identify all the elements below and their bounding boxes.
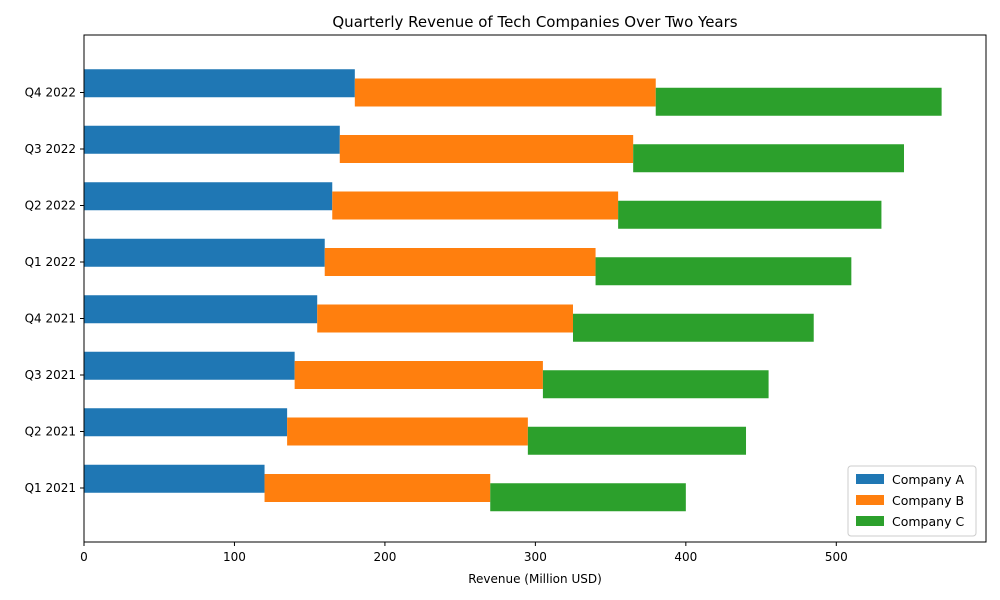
chart-title: Quarterly Revenue of Tech Companies Over… (332, 13, 737, 31)
bar-company-c-q3-2022 (633, 144, 904, 173)
bar-company-c-q4-2021 (572, 313, 814, 342)
bars (84, 69, 942, 512)
bar-company-b-q3-2022 (339, 135, 634, 163)
y-tick-label: Q3 2021 (25, 368, 76, 382)
y-axis: Q1 2021 Q2 2021 Q3 2021 Q4 2021 Q1 2022 Q2 20… (25, 86, 84, 495)
bar-company-b-q2-2021 (287, 417, 528, 446)
legend-label: Company B (892, 493, 964, 508)
y-tick-label: Q1 2022 (25, 255, 76, 269)
bar-company-c-q1-2021 (490, 483, 686, 512)
bar-company-c-q3-2021 (542, 370, 769, 399)
bar-company-a-q3-2022 (84, 125, 340, 154)
x-axis: 0 100 200 300 400 500 (80, 542, 848, 564)
bar-company-b-q4-2022 (354, 78, 656, 107)
bar-company-a-q1-2021 (84, 464, 265, 493)
x-tick-label: 200 (373, 550, 396, 564)
y-tick-label: Q4 2021 (25, 312, 76, 326)
bar-company-c-q4-2022 (655, 87, 942, 116)
bar-company-c-q1-2022 (595, 257, 852, 286)
bar-company-c-q2-2022 (618, 200, 882, 229)
y-tick-label: Q1 2021 (25, 481, 76, 495)
x-tick-label: 300 (524, 550, 547, 564)
legend-label: Company C (892, 514, 964, 529)
x-axis-label: Revenue (Million USD) (468, 572, 602, 586)
legend-label: Company A (892, 472, 964, 487)
x-tick-label: 100 (223, 550, 246, 564)
bar-company-b-q2-2022 (332, 191, 619, 220)
x-tick-label: 0 (80, 550, 88, 564)
bar-company-b-q4-2021 (317, 304, 573, 333)
x-tick-label: 500 (825, 550, 848, 564)
legend-swatch (856, 495, 884, 505)
legend: Company A Company B Company C (847, 465, 977, 537)
y-tick-label: Q2 2021 (25, 425, 76, 439)
bar-company-a-q1-2022 (84, 238, 325, 267)
x-tick-label: 400 (674, 550, 697, 564)
bar-company-a-q2-2022 (84, 182, 333, 211)
bar-company-b-q3-2021 (294, 361, 543, 389)
y-tick-label: Q2 2022 (25, 199, 76, 213)
bar-company-a-q4-2021 (84, 295, 318, 324)
bar-company-c-q2-2021 (527, 426, 747, 455)
bar-company-a-q4-2022 (84, 69, 355, 98)
bar-company-b-q1-2021 (264, 474, 491, 502)
bar-company-a-q3-2021 (84, 351, 295, 380)
legend-swatch (856, 516, 884, 526)
bar-company-b-q1-2022 (324, 248, 596, 276)
bar-company-a-q2-2021 (84, 408, 288, 437)
y-tick-label: Q3 2022 (25, 142, 76, 156)
y-tick-label: Q4 2022 (25, 86, 76, 100)
legend-swatch (856, 474, 884, 484)
